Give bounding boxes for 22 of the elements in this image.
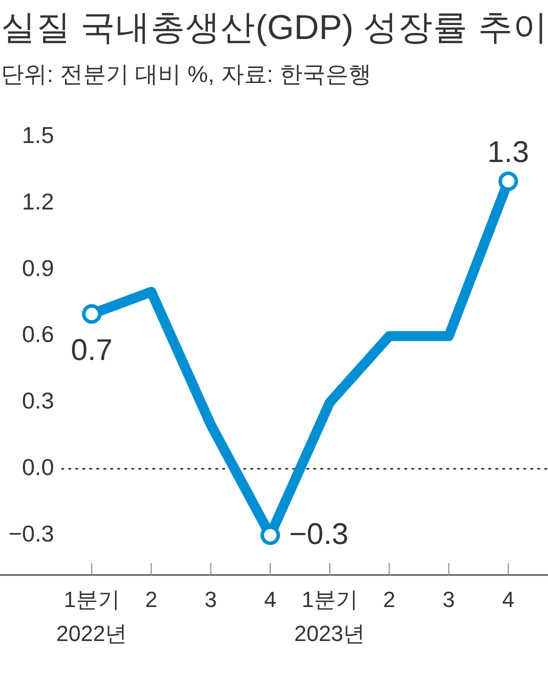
x-tick-label: 4 (502, 586, 514, 612)
x-tick-label: 2 (145, 586, 158, 612)
x-tick-label: 3 (204, 586, 217, 612)
x-tick-label: 1분기 2022년 (56, 586, 128, 646)
point (498, 171, 518, 192)
x-tick-label: 4 (264, 586, 276, 612)
chart-title: 실질 국내총생산(GDP) 성장률 추이 (1, 9, 548, 48)
y-tick-label: 0.6 (22, 321, 54, 348)
y-tick-label: 0.0 (22, 454, 54, 480)
data-label: 1.3 (487, 136, 530, 170)
data-label: 0.7 (70, 334, 113, 367)
x-tick-label: 2 (383, 586, 396, 612)
y-tick-label: −0.3 (8, 520, 54, 546)
data-label: −0.3 (289, 518, 348, 552)
chart-subtitle: 단위: 전분기 대비 %, 자료: 한국은행 (1, 61, 372, 88)
y-tick-label: 0.3 (22, 388, 54, 414)
x-tick-label: 3 (442, 586, 455, 612)
y-tick-label: 1.2 (22, 188, 54, 214)
x-tick-label: 1분기 2023년 (294, 586, 366, 646)
point (82, 304, 102, 324)
y-tick-label: 1.5 (22, 122, 54, 148)
y-tick-label: 0.9 (22, 254, 54, 281)
